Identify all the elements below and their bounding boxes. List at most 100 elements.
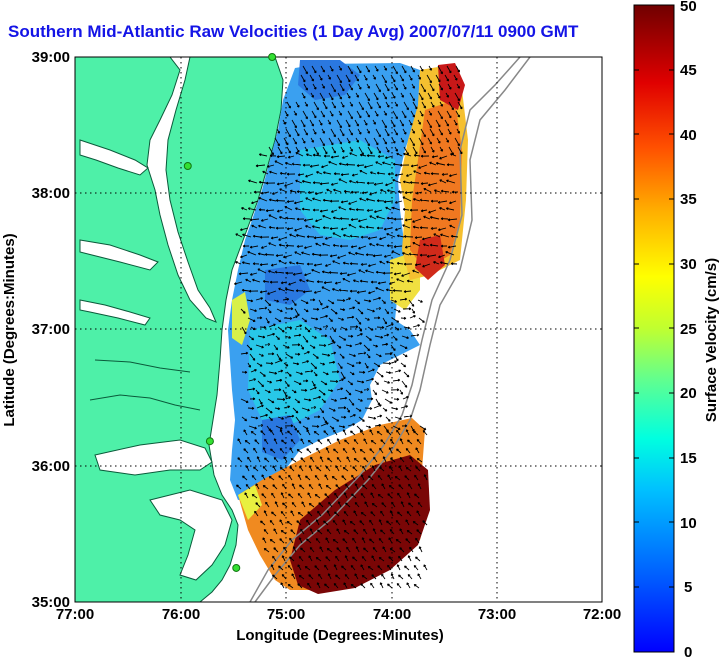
- velocity-arrow: [366, 209, 374, 212]
- velocity-arrow: [251, 474, 257, 481]
- velocity-arrow: [376, 430, 383, 436]
- velocity-arrow: [243, 448, 249, 454]
- velocity-arrow: [320, 380, 328, 386]
- velocity-arrow: [359, 520, 365, 526]
- velocity-arrow: [268, 323, 276, 328]
- velocity-arrow: [446, 179, 456, 184]
- velocity-arrow: [354, 119, 359, 127]
- velocity-arrow: [311, 425, 320, 428]
- velocity-arrow: [336, 299, 346, 302]
- velocity-arrow: [363, 457, 369, 463]
- velocity-arrow: [351, 173, 359, 177]
- velocity-arrow: [304, 326, 311, 333]
- velocity-arrow: [259, 413, 269, 418]
- velocity-arrow: [391, 360, 397, 364]
- velocity-arrow: [402, 353, 408, 358]
- velocity-arrow: [300, 457, 306, 463]
- velocity-arrow: [302, 110, 308, 120]
- velocity-arrow: [329, 425, 335, 430]
- velocity-arrow: [386, 520, 392, 526]
- velocity-arrow: [264, 343, 271, 346]
- velocity-arrow: [429, 215, 440, 220]
- velocity-arrow: [348, 200, 358, 205]
- velocity-arrow: [297, 492, 303, 499]
- river-1: [89, 394, 201, 411]
- velocity-arrow: [367, 146, 373, 155]
- velocity-arrow: [339, 217, 350, 220]
- velocity-arrow: [376, 171, 386, 175]
- velocity-arrow: [303, 308, 309, 313]
- velocity-arrow: [365, 197, 376, 202]
- velocity-arrow: [332, 538, 339, 544]
- velocity-arrow: [412, 101, 418, 110]
- velocity-arrow: [336, 74, 342, 84]
- velocity-arrow: [402, 207, 410, 211]
- grid-lines: [75, 57, 602, 602]
- velocity-arrow: [360, 583, 366, 589]
- velocity-arrow: [380, 189, 387, 193]
- velocity-arrow: [330, 182, 339, 186]
- velocity-arrow: [419, 226, 429, 230]
- velocity-arrow: [307, 511, 313, 517]
- velocity-arrow: [333, 188, 342, 193]
- velocity-arrow: [269, 154, 277, 158]
- velocity-arrow: [405, 173, 413, 177]
- velocity-arrow: [254, 510, 259, 517]
- velocity-arrow: [412, 218, 422, 223]
- velocity-arrow: [298, 555, 304, 562]
- velocity-arrow: [310, 317, 319, 321]
- velocity-arrow: [313, 146, 319, 156]
- velocity-arrow: [346, 407, 350, 413]
- velocity-arrow: [337, 501, 342, 508]
- velocity-arrow: [277, 146, 283, 155]
- velocity-arrow: [349, 101, 353, 107]
- field-yellow-south: [238, 485, 262, 520]
- velocity-arrow: [256, 362, 263, 367]
- velocity-arrow: [456, 128, 460, 134]
- velocity-arrow: [247, 317, 256, 322]
- velocity-arrow: [355, 208, 365, 212]
- velocity-arrow: [318, 299, 323, 306]
- velocity-arrow: [261, 493, 267, 499]
- velocity-arrow: [249, 397, 256, 401]
- velocity-arrow: [350, 218, 359, 222]
- velocity-arrow: [264, 457, 270, 463]
- velocity-arrow: [374, 335, 384, 339]
- velocity-arrow: [415, 447, 420, 454]
- velocity-arrow: [321, 353, 331, 357]
- velocity-arrow: [406, 510, 412, 517]
- velocity-arrow: [343, 189, 351, 193]
- velocity-arrow: [325, 447, 330, 454]
- velocity-arrow: [267, 290, 277, 295]
- velocity-arrow: [423, 564, 428, 571]
- velocity-arrow: [337, 137, 342, 145]
- velocity-arrow: [259, 371, 266, 377]
- velocity-arrow: [308, 483, 314, 490]
- velocity-arrow: [295, 233, 306, 238]
- velocity-arrow: [340, 371, 346, 380]
- velocity-arrow: [260, 218, 269, 222]
- velocity-arrow: [393, 245, 403, 249]
- velocity-arrow: [347, 65, 353, 75]
- velocity-arrow: [273, 344, 279, 351]
- velocity-arrow: [342, 261, 350, 265]
- velocity-arrow: [397, 190, 405, 194]
- velocity-arrow: [274, 137, 280, 147]
- velocity-arrow: [319, 92, 325, 102]
- velocity-arrow: [319, 137, 325, 147]
- velocity-arrow: [364, 137, 370, 147]
- velocity-arrow: [354, 573, 359, 580]
- velocity-arrow: [417, 74, 421, 80]
- velocity-arrow: [260, 430, 266, 436]
- velocity-arrow: [339, 272, 348, 276]
- velocity-arrow: [419, 65, 424, 72]
- velocity-arrow: [284, 287, 295, 292]
- velocity-arrow: [270, 448, 276, 454]
- velocity-arrow: [449, 200, 457, 205]
- velocity-arrow: [246, 299, 254, 303]
- velocity-arrow: [272, 555, 277, 562]
- velocity-arrow: [410, 110, 415, 118]
- velocity-arrow: [357, 128, 362, 135]
- velocity-arrow: [250, 430, 257, 436]
- velocity-arrow: [313, 371, 318, 377]
